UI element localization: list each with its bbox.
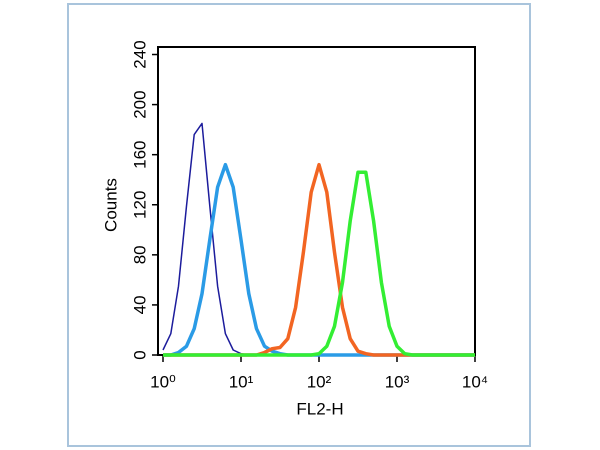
y-tick-label: 40 <box>130 295 149 314</box>
x-axis-label: FL2-H <box>296 399 343 418</box>
x-tick-label: 10² <box>307 372 332 391</box>
frame <box>67 3 531 447</box>
y-axis-label: Counts <box>101 178 120 232</box>
y-tick-label: 0 <box>130 350 149 359</box>
y-tick-label: 200 <box>130 90 149 118</box>
y-tick-label: 120 <box>130 191 149 219</box>
y-tick-label: 80 <box>130 245 149 264</box>
x-tick-label: 10¹ <box>229 372 254 391</box>
x-tick-label: 10³ <box>385 372 410 391</box>
x-tick-label: 10⁴ <box>462 372 488 391</box>
x-tick-label: 10⁰ <box>150 372 176 391</box>
y-tick-label: 160 <box>130 140 149 168</box>
y-tick-label: 240 <box>130 40 149 68</box>
series-line <box>163 170 475 357</box>
